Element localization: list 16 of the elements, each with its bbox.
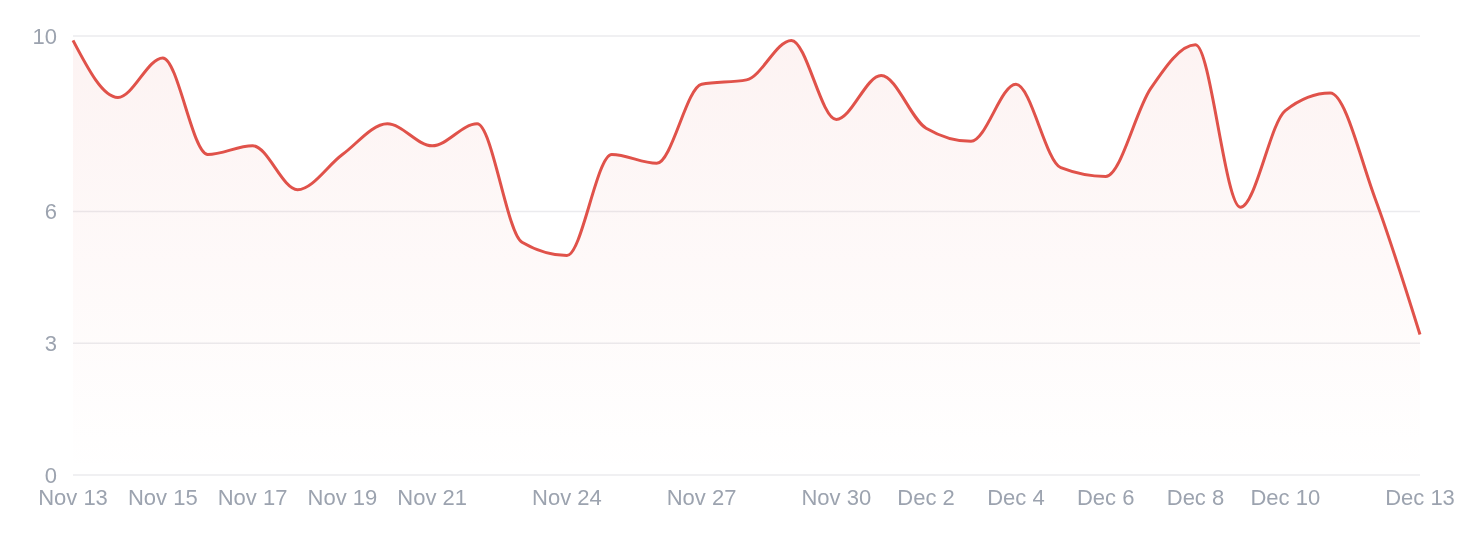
x-tick-label: Dec 13 (1385, 484, 1455, 510)
x-tick-label: Nov 27 (666, 484, 737, 510)
x-tick-label: Nov 21 (397, 484, 468, 510)
x-tick-label: Nov 19 (307, 484, 378, 510)
x-tick-label: Dec 10 (1250, 484, 1321, 510)
y-tick-label: 10 (32, 23, 57, 49)
x-tick-label: Nov 30 (801, 484, 872, 510)
y-tick-label: 3 (44, 331, 57, 357)
x-tick-label: Nov 15 (127, 484, 198, 510)
x-tick-label: Nov 24 (532, 484, 602, 510)
x-tick-label: Dec 8 (1166, 484, 1225, 510)
x-tick-label: Dec 4 (987, 484, 1045, 510)
x-tick-label: Nov 17 (217, 484, 288, 510)
x-tick-label: Dec 2 (897, 484, 955, 510)
y-tick-label: 6 (44, 199, 57, 225)
x-tick-label: Dec 6 (1076, 484, 1135, 510)
